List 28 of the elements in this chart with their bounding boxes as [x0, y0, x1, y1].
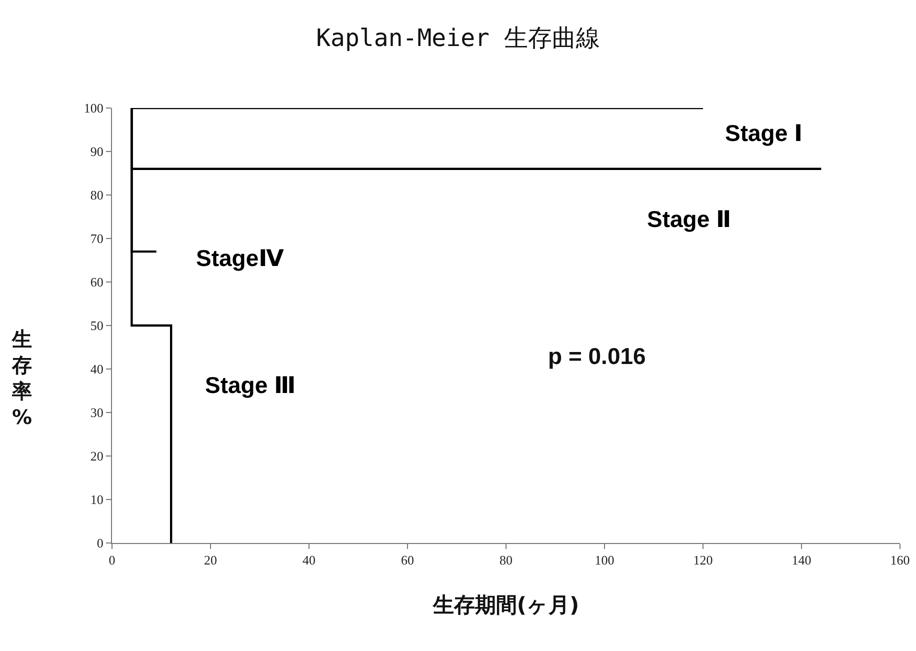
y-tick-label: 70 [90, 231, 104, 246]
y-tick-label: 10 [90, 492, 104, 508]
y-tick-label: 50 [90, 318, 104, 334]
x-tick-label: 120 [693, 552, 713, 568]
series-label: Stage Ⅰ [725, 120, 803, 146]
series-label: StageⅣ [196, 245, 285, 271]
x-axis-title: 生存期間(ヶ月) [432, 592, 580, 617]
x-tick-label: 140 [792, 552, 812, 568]
y-tick-label: 20 [90, 448, 104, 464]
y-tick-label: 0 [96, 536, 104, 551]
y-tick-label: 80 [90, 188, 104, 203]
y-tick-label: 30 [90, 405, 104, 420]
chart-title: Kaplan-Meier 生存曲線 [316, 24, 600, 52]
y-axis-title: 生存率% [11, 327, 32, 429]
annotation: p = 0.016 [548, 343, 646, 369]
x-tick-label: 80 [500, 552, 512, 568]
x-tick-label: 20 [204, 552, 217, 568]
y-tick-label: 60 [90, 274, 104, 290]
x-tick-label: 100 [594, 552, 614, 568]
y-tick-label: 40 [90, 362, 104, 377]
y-tick-label: 100 [84, 100, 104, 116]
y-tick-label: 90 [90, 144, 104, 160]
series-label: Stage Ⅲ [205, 372, 296, 398]
x-tick-label: 160 [890, 552, 910, 568]
x-tick-label: 40 [302, 552, 316, 568]
series-label: Stage Ⅱ [647, 206, 732, 232]
x-tick-label: 60 [401, 552, 414, 568]
x-tick-label: 0 [108, 552, 116, 568]
